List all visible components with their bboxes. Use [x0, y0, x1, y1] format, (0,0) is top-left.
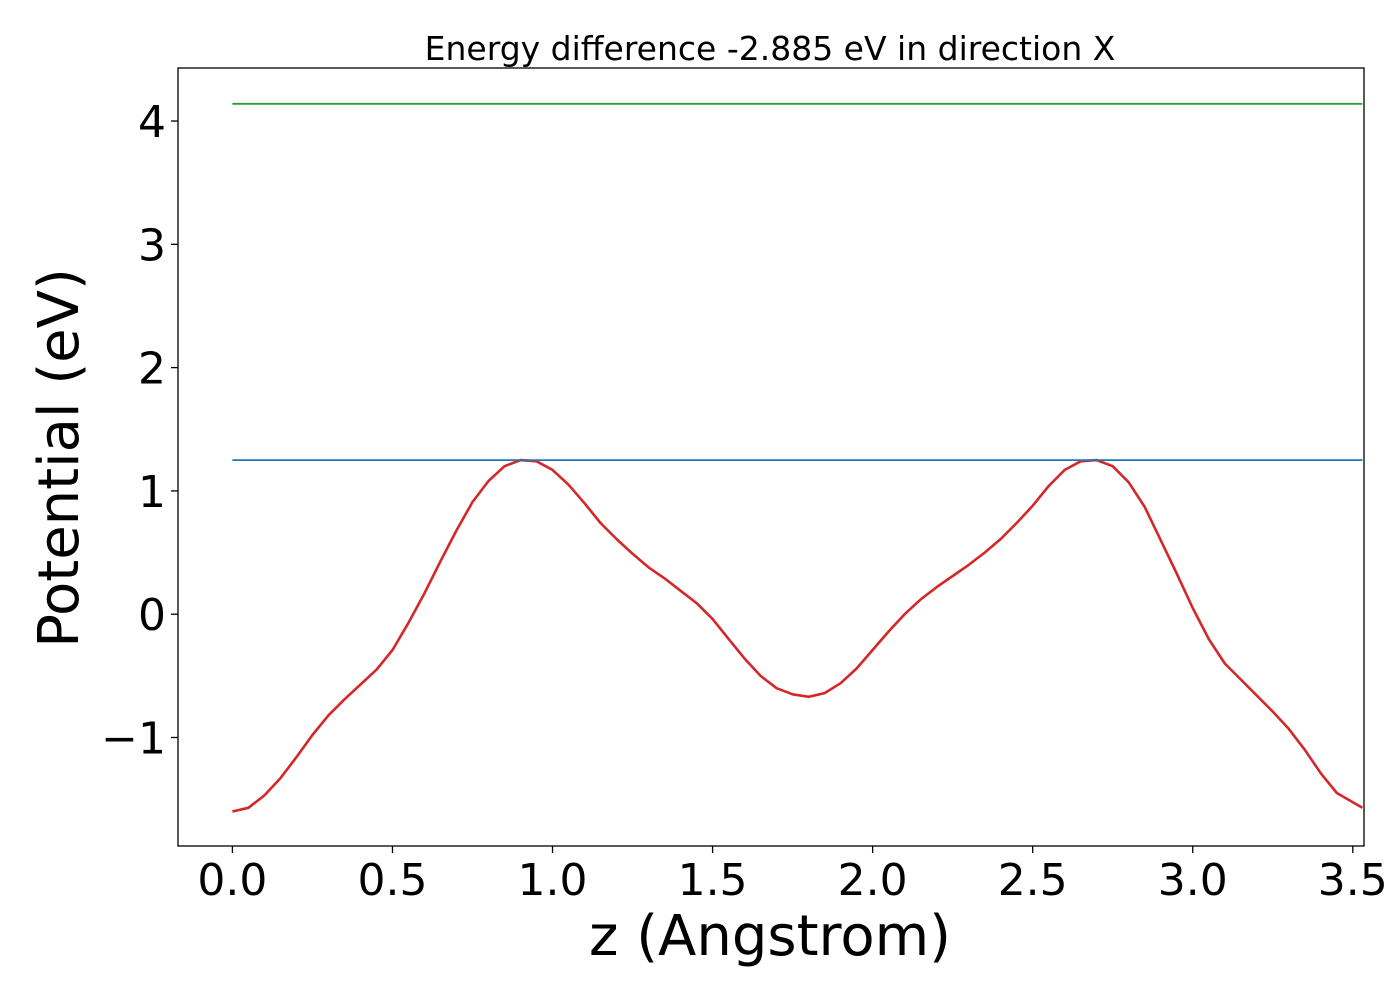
y-tick-label: 3 — [138, 220, 166, 271]
x-tick-label: 0.0 — [197, 855, 267, 906]
y-tick-label: 4 — [138, 97, 166, 148]
x-tick-label: 1.0 — [518, 855, 588, 906]
x-tick-label: 0.5 — [357, 855, 427, 906]
series-layer — [232, 102, 1364, 813]
x-tick-label: 3.0 — [1158, 855, 1228, 906]
x-tick-label: 2.5 — [998, 855, 1068, 906]
x-tick-label: 2.0 — [838, 855, 908, 906]
chart-title: Energy difference -2.885 eV in direction… — [425, 29, 1116, 68]
y-tick-label: −1 — [101, 713, 166, 764]
x-tick-label: 3.5 — [1318, 855, 1388, 906]
x-axis-ticks: 0.0 0.5 1.0 1.5 2.0 2.5 3.0 3.5 — [197, 846, 1388, 906]
x-axis-label: z (Angstrom) — [589, 904, 951, 969]
y-tick-label: 2 — [138, 344, 166, 395]
x-tick-label: 1.5 — [678, 855, 748, 906]
y-tick-label: 0 — [138, 590, 166, 641]
y-axis-ticks: −1 0 1 2 3 4 — [101, 97, 178, 764]
y-axis-label: Potential (eV) — [27, 268, 92, 648]
y-tick-label: 1 — [138, 467, 166, 518]
series-line-0 — [232, 458, 1364, 813]
plot-area-frame — [177, 67, 1365, 847]
